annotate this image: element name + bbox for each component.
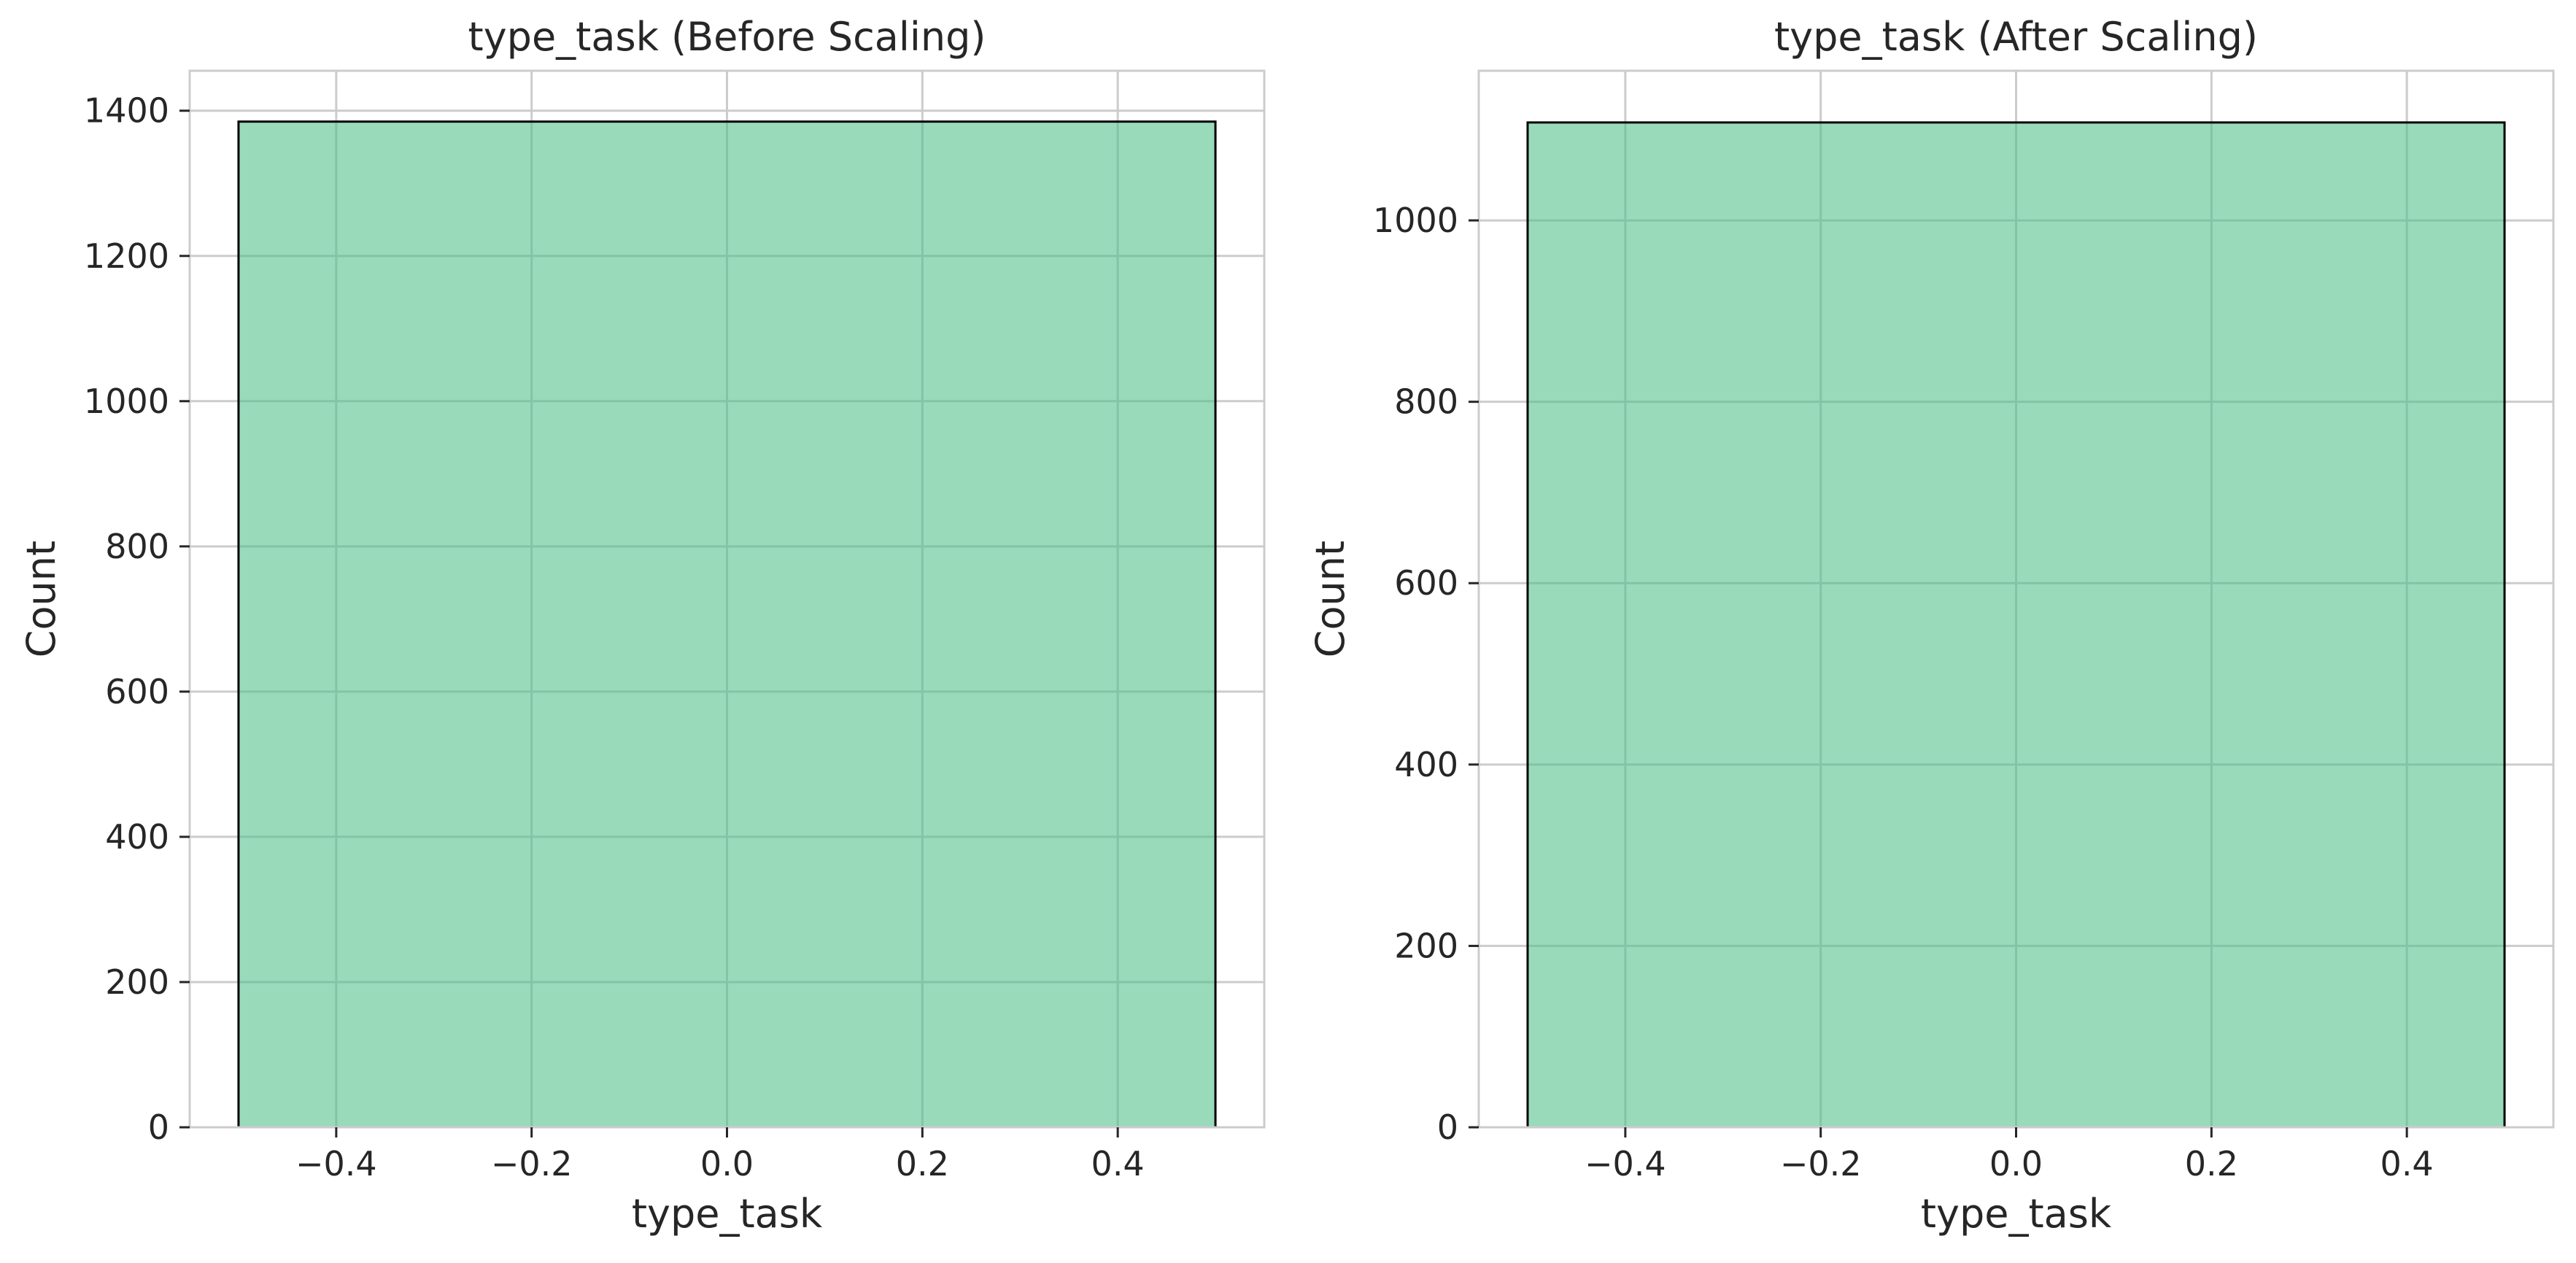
x-tick-label: −0.2 xyxy=(1780,1144,1862,1183)
x-tick-label: 0.4 xyxy=(1091,1144,1145,1183)
x-tick-label: −0.2 xyxy=(491,1144,573,1183)
x-tick-label: 0.0 xyxy=(1989,1144,2043,1183)
chart-panel-after-scaling: −0.4 −0.2 0.0 0.2 0.4 0 200 400 600 800 1000 type_t… xyxy=(1307,14,2555,1237)
y-tick-label: 0 xyxy=(1437,1108,1458,1147)
x-tick-label: 0.4 xyxy=(2380,1144,2434,1183)
y-tick-label: 1000 xyxy=(84,382,169,421)
y-tick-label: 1200 xyxy=(84,236,169,276)
chart-panel-before-scaling: −0.4 −0.2 0.0 0.2 0.4 0 200 400 600 800 1000 1200 14… xyxy=(18,14,1266,1237)
y-tick-label: 400 xyxy=(105,817,169,857)
y-tick-label: 600 xyxy=(105,672,169,711)
y-tick-label: 1400 xyxy=(84,91,169,131)
x-tick-label: −0.4 xyxy=(1585,1144,1666,1183)
x-axis-label: type_task xyxy=(1921,1191,2112,1237)
x-tick-label: 0.2 xyxy=(896,1144,949,1183)
chart-title: type_task (After Scaling) xyxy=(1774,14,2258,60)
y-tick-label: 800 xyxy=(105,527,169,566)
y-tick-label: 0 xyxy=(148,1108,169,1147)
y-axis-label: Count xyxy=(1307,541,1353,657)
y-tick-label: 1000 xyxy=(1373,201,1458,240)
x-tick-label: 0.0 xyxy=(700,1144,754,1183)
x-tick-label: 0.2 xyxy=(2185,1144,2238,1183)
x-tick-label: −0.4 xyxy=(295,1144,377,1183)
y-tick-label: 400 xyxy=(1394,745,1458,784)
y-tick-label: 600 xyxy=(1394,563,1458,603)
y-axis-label: Count xyxy=(18,541,64,657)
y-tick-label: 200 xyxy=(1394,926,1458,965)
chart-title: type_task (Before Scaling) xyxy=(468,14,986,60)
x-axis-label: type_task xyxy=(632,1191,823,1237)
y-tick-label: 800 xyxy=(1394,382,1458,422)
y-tick-label: 200 xyxy=(105,962,169,1002)
